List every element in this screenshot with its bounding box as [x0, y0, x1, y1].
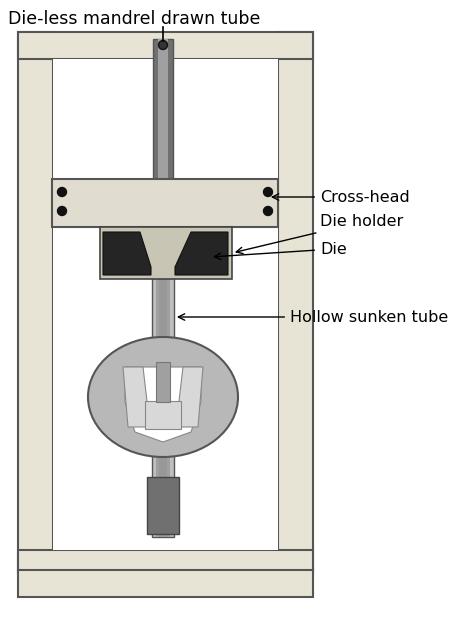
Bar: [18, 550, 313, 572]
Bar: [147, 477, 179, 534]
Bar: [145, 401, 181, 429]
Bar: [153, 39, 173, 182]
Bar: [278, 32, 313, 572]
Circle shape: [264, 206, 273, 216]
Circle shape: [264, 187, 273, 196]
Bar: [53, 59, 278, 550]
Circle shape: [57, 206, 66, 216]
Polygon shape: [176, 367, 203, 427]
Bar: [156, 362, 170, 402]
Text: Die holder: Die holder: [236, 214, 403, 253]
Bar: [18, 570, 313, 597]
Circle shape: [158, 41, 167, 50]
Bar: [158, 39, 168, 182]
Polygon shape: [125, 367, 201, 442]
Bar: [100, 227, 232, 279]
Polygon shape: [103, 232, 151, 275]
Bar: [152, 192, 174, 537]
Bar: [159, 192, 167, 537]
Text: Hollow sunken tube: Hollow sunken tube: [178, 310, 448, 325]
Text: Die: Die: [214, 241, 347, 260]
Circle shape: [57, 187, 66, 196]
Bar: [18, 32, 53, 572]
Ellipse shape: [88, 337, 238, 457]
Polygon shape: [123, 367, 150, 427]
Polygon shape: [175, 232, 228, 275]
Bar: [18, 32, 313, 59]
Text: Die-less mandrel drawn tube: Die-less mandrel drawn tube: [8, 10, 260, 28]
Bar: [52, 179, 278, 227]
Bar: [156, 192, 170, 537]
Text: Cross-head: Cross-head: [273, 189, 410, 204]
